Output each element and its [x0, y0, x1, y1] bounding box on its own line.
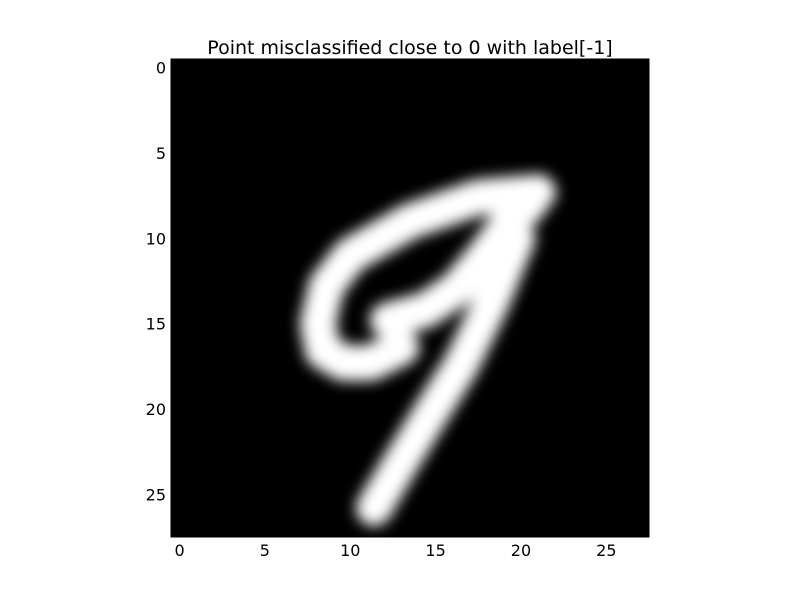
x-tick-label: 10	[340, 541, 360, 560]
x-axis: 0 5 10 15 20 25	[174, 533, 617, 560]
digit-image	[299, 174, 556, 526]
x-tick-label: 5	[260, 541, 270, 560]
plot-area	[170, 58, 650, 538]
x-tick-label: 0	[174, 541, 184, 560]
digit-stroke-inner-bar	[369, 186, 548, 339]
y-tick-label: 0	[156, 59, 166, 78]
plot-frame	[170, 58, 650, 538]
digit-stroke-top-arm	[299, 174, 556, 381]
digit-stroke-descender	[356, 220, 536, 526]
y-tick-label: 25	[146, 485, 166, 504]
x-tick-label: 20	[511, 541, 531, 560]
y-axis: 0 5 10 15 20 25	[146, 59, 175, 504]
chart-title: Point misclassified close to 0 with labe…	[207, 37, 612, 59]
y-tick-label: 5	[156, 144, 166, 163]
y-tick-label: 10	[146, 229, 166, 248]
y-tick-label: 15	[146, 315, 166, 334]
x-tick-label: 25	[596, 541, 616, 560]
y-tick-label: 20	[146, 400, 166, 419]
x-tick-label: 15	[425, 541, 445, 560]
